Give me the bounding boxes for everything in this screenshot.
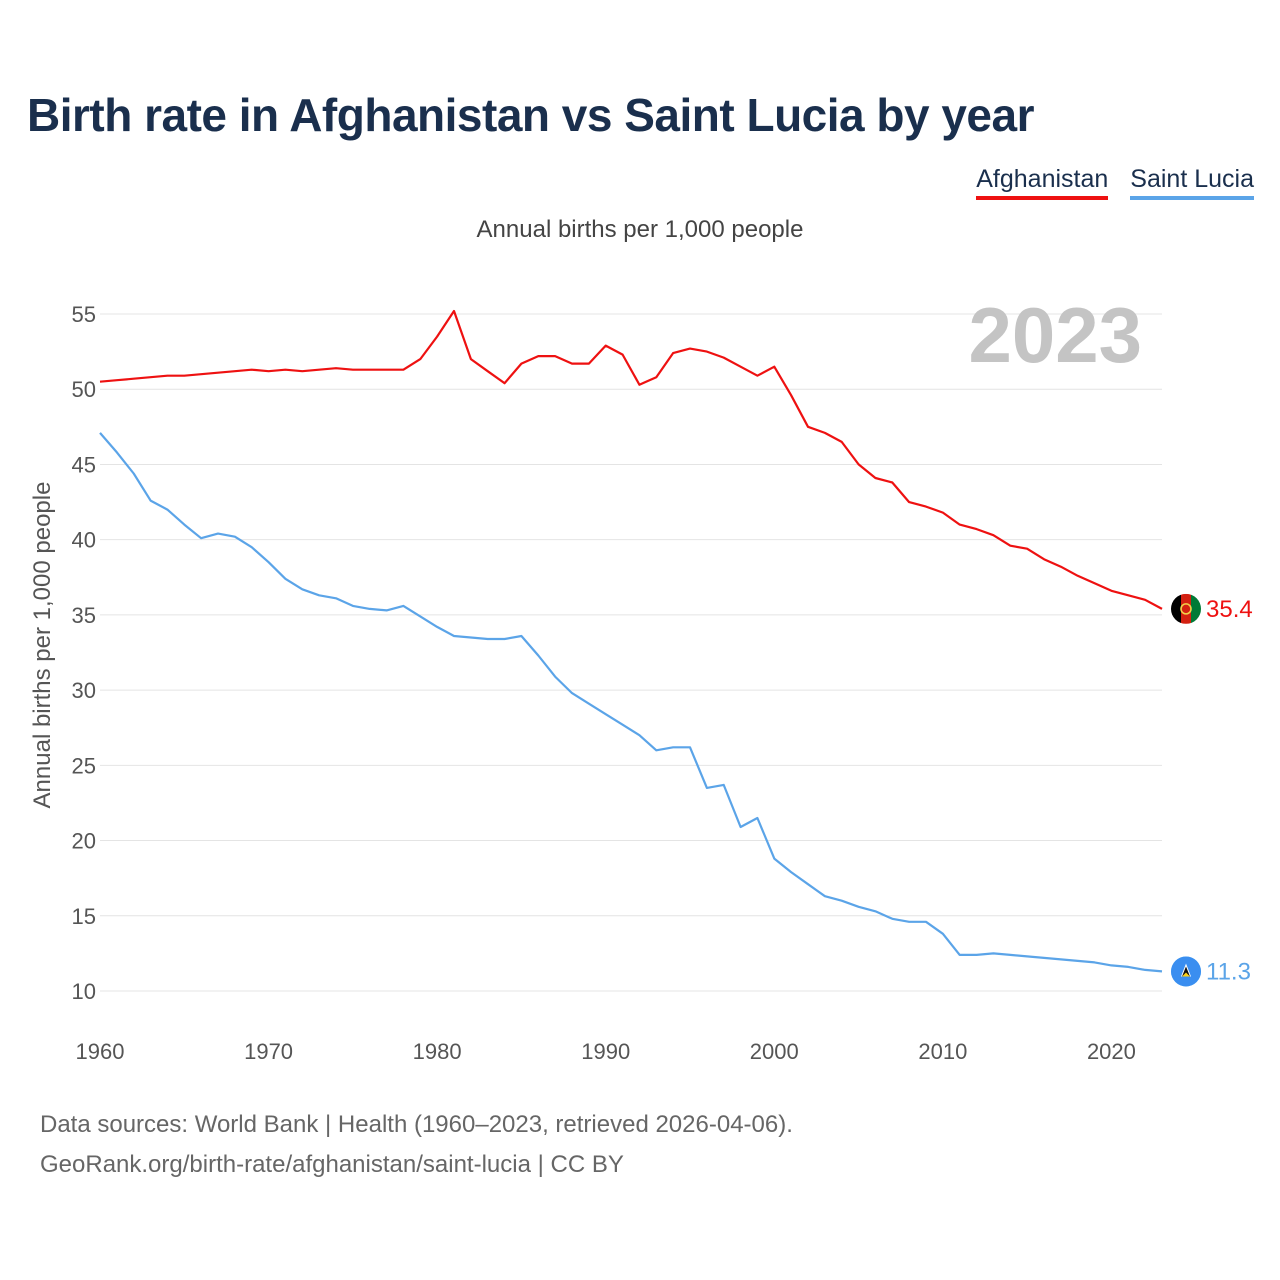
year-watermark: 2023 — [968, 291, 1142, 379]
legend-item-afghanistan[interactable]: Afghanistan — [976, 165, 1109, 200]
y-axis-label: Annual births per 1,000 people — [29, 482, 56, 809]
series-line-saint-lucia — [99, 432, 1163, 973]
chart-subtitle: Annual births per 1,000 people — [476, 216, 804, 243]
series-line-afghanistan — [99, 309, 1163, 610]
y-tick-40: 40 — [72, 528, 96, 553]
series-end-markers: 35.4 11.3 — [1171, 593, 1253, 987]
footer: Data sources: World Bank | Health (1960–… — [40, 1105, 793, 1185]
x-tick-1960: 1960 — [76, 1039, 125, 1064]
x-tick-2020: 2020 — [1087, 1039, 1136, 1064]
x-tick-2010: 2010 — [918, 1039, 967, 1064]
legend-item-saint-lucia[interactable]: Saint Lucia — [1130, 165, 1254, 200]
y-tick-20: 20 — [72, 829, 96, 854]
x-axis-ticks: 1960 1970 1980 1990 2000 2010 2020 — [76, 1039, 1136, 1064]
footer-link[interactable]: GeoRank.org/birth-rate/afghanistan/saint… — [40, 1151, 624, 1178]
saint-lucia-flag-icon — [1171, 956, 1201, 987]
y-tick-10: 10 — [72, 979, 96, 1004]
x-tick-1990: 1990 — [581, 1039, 630, 1064]
y-tick-50: 50 — [72, 377, 96, 402]
legend: Afghanistan Saint Lucia — [976, 165, 1254, 200]
y-tick-45: 45 — [72, 452, 96, 477]
series-lines — [99, 309, 1163, 973]
end-marker-afghanistan — [1171, 593, 1201, 624]
end-label-saint-lucia: 11.3 — [1206, 958, 1251, 985]
x-tick-1970: 1970 — [244, 1039, 293, 1064]
y-tick-25: 25 — [72, 753, 96, 778]
y-tick-30: 30 — [72, 678, 96, 703]
x-tick-2000: 2000 — [750, 1039, 799, 1064]
y-tick-35: 35 — [72, 603, 96, 628]
y-axis-ticks: 10 15 20 25 30 35 40 45 50 55 — [72, 302, 96, 1004]
end-marker-saint-lucia — [1171, 956, 1201, 987]
y-tick-55: 55 — [72, 302, 96, 327]
y-tick-15: 15 — [72, 904, 96, 929]
footer-sources: Data sources: World Bank | Health (1960–… — [40, 1111, 793, 1138]
gridlines — [100, 313, 1162, 992]
end-label-afghanistan: 35.4 — [1206, 596, 1253, 623]
afghanistan-flag-icon — [1171, 593, 1201, 624]
x-tick-1980: 1980 — [413, 1039, 462, 1064]
page-title: Birth rate in Afghanistan vs Saint Lucia… — [27, 89, 1035, 141]
